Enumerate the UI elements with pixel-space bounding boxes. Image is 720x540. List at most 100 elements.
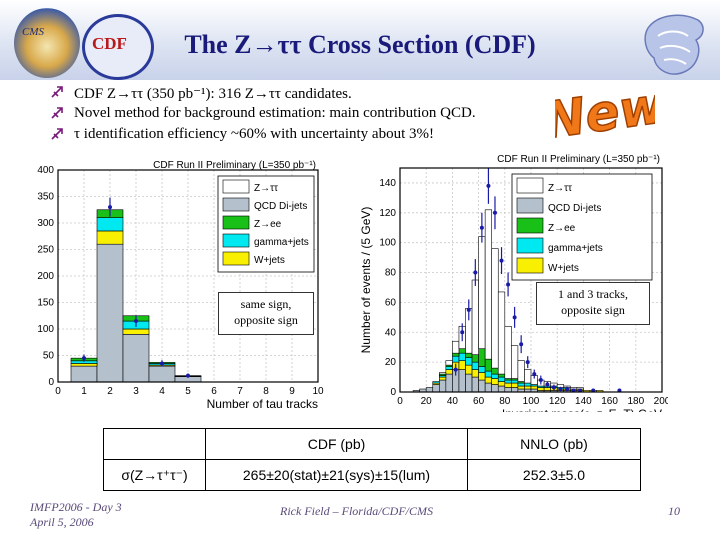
x-tick-label: 80 <box>499 396 511 407</box>
x-tick-label: 0 <box>397 396 403 407</box>
data-point <box>82 356 86 361</box>
stack-bar <box>484 358 492 372</box>
stack-bar <box>458 348 466 354</box>
y-tick-label: 250 <box>37 245 54 256</box>
x-tick-label: 6 <box>211 386 217 397</box>
x-tick-label: 20 <box>421 396 433 407</box>
x-tick-label: 3 <box>133 386 139 397</box>
data-point <box>160 361 164 366</box>
cross-section-table: CDF (pb) NNLO (pb) σ(Z→τ⁺τ⁻) 265±20(stat… <box>103 428 641 491</box>
stack-bar <box>465 352 473 358</box>
legend-label: Z→ee <box>548 223 576 234</box>
stack-bar <box>478 379 486 393</box>
legend-swatch <box>516 237 544 254</box>
legend-label: gamma+jets <box>254 237 309 248</box>
table-header-cdf: CDF (pb) <box>205 428 468 460</box>
y-tick-label: 350 <box>37 192 54 203</box>
stack-bar <box>511 387 519 393</box>
cdf-logo-text: CDF <box>92 34 127 53</box>
stack-bar <box>452 352 460 357</box>
data-point <box>492 210 497 215</box>
table-row-label: σ(Z→τ⁺τ⁻) <box>103 459 206 491</box>
stack-bar <box>504 382 512 388</box>
stack-bar <box>471 354 479 363</box>
table-header-empty <box>103 428 206 460</box>
stack-bar <box>458 352 466 361</box>
stack-bar <box>96 230 124 245</box>
data-point <box>551 385 556 390</box>
y-tick-label: 200 <box>37 271 54 282</box>
stack-bar <box>425 387 434 393</box>
stack-bar <box>465 373 473 393</box>
stack-bar <box>471 361 479 370</box>
same-sign-note-line2: opposite sign <box>234 313 298 327</box>
data-point <box>538 378 543 383</box>
stack-bar <box>471 369 479 378</box>
stack-bar <box>445 373 453 393</box>
footer-event-line1: IMFP2006 - Day 3 <box>30 500 122 514</box>
legend-label: QCD Di-jets <box>254 201 307 212</box>
legend-label: gamma+jets <box>548 243 603 254</box>
legend-label: Z→ττ <box>254 183 278 194</box>
stack-bar <box>452 355 460 363</box>
stack-bar <box>465 364 473 375</box>
invariant-mass-chart: 0 20 40 60 80 100 120 140 160 180 200 0 20 40 60 80 100 1… <box>359 154 668 412</box>
x-tick-label: 9 <box>289 386 295 397</box>
plot-frame <box>57 169 319 383</box>
table-nnlo-value: 252.3±5.0 <box>467 459 641 491</box>
x-tick-label: 8 <box>263 386 269 397</box>
footer-event-line2: April 5, 2006 <box>30 515 94 529</box>
tracks-note: 1 and 3 tracks, opposite sign <box>536 282 650 325</box>
legend-swatch <box>516 257 544 274</box>
chart-title: CDF Run II Preliminary (L=350 pb⁻¹) <box>153 160 316 171</box>
stack-bar <box>484 370 492 378</box>
stack-bar <box>504 387 512 393</box>
stack-bar <box>497 385 506 393</box>
stack-bar <box>471 279 479 355</box>
stack-bar <box>445 366 453 370</box>
stack-bar <box>543 387 551 391</box>
y-tick-label: 20 <box>385 357 397 368</box>
data-point <box>473 270 478 275</box>
legend-swatch <box>222 251 250 266</box>
x-tick-label: 60 <box>473 396 485 407</box>
stack-bar <box>497 291 506 375</box>
legend-label: Z→ee <box>254 219 282 230</box>
data-point <box>565 387 570 392</box>
stack-bar <box>445 369 453 375</box>
legend-label: W+jets <box>254 255 285 266</box>
stack-bar <box>478 348 486 367</box>
x-tick-label: 40 <box>447 396 459 407</box>
y-tick-label: 40 <box>385 327 397 338</box>
table-header-nnlo: NNLO (pb) <box>467 428 641 460</box>
x-tick-label: 120 <box>549 396 566 407</box>
legend-label: Z→ττ <box>548 183 572 194</box>
stack-bar <box>524 385 532 390</box>
arrow-bullet-icon <box>51 86 63 98</box>
stack-bar <box>471 376 479 393</box>
x-axis-label: Invariant mass(e, τ, E_T) GeV <box>502 407 662 412</box>
stack-bar <box>439 379 447 393</box>
stack-bar <box>517 382 525 387</box>
x-tick-label: 4 <box>159 386 165 397</box>
arrow-bullet-icon <box>51 128 63 140</box>
y-tick-label: 100 <box>379 238 396 249</box>
y-tick-label: 120 <box>379 208 396 219</box>
stack-bar <box>122 334 150 383</box>
legend-swatch <box>222 197 250 212</box>
stack-bar <box>439 372 447 375</box>
same-sign-note: same sign, opposite sign <box>218 292 314 335</box>
legend-label: QCD Di-jets <box>548 203 601 214</box>
stack-bar <box>465 357 473 366</box>
legend-swatch <box>516 217 544 234</box>
stack-bar <box>96 243 124 383</box>
data-point <box>525 360 530 365</box>
page-number: 10 <box>668 504 680 518</box>
arrow-bullet-icon <box>51 107 63 119</box>
stack-bar <box>504 325 512 379</box>
stack-bar <box>530 385 538 390</box>
stack-bar <box>517 360 525 382</box>
stack-bar <box>491 248 499 369</box>
y-tick-label: 0 <box>390 387 396 398</box>
stack-bar <box>524 382 532 387</box>
